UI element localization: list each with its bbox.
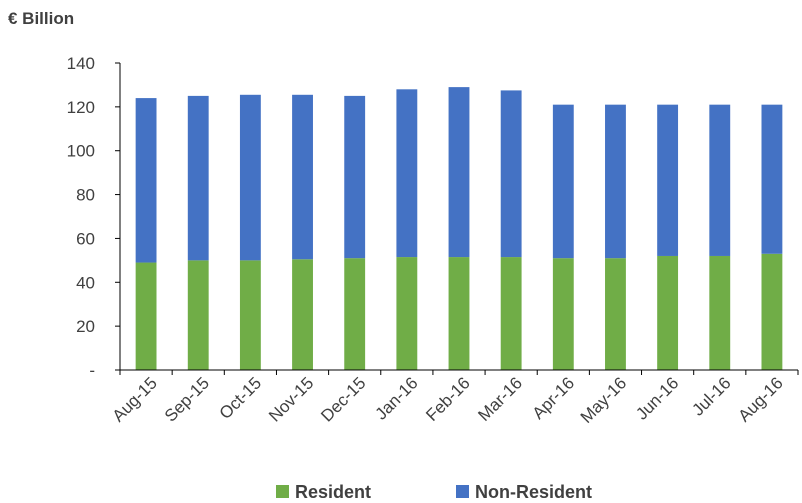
y-tick-label: 140: [67, 54, 95, 73]
bar-non-resident: [552, 104, 574, 259]
x-tick-label: Jul-16: [688, 373, 734, 419]
x-tick-label: Apr-16: [529, 373, 579, 423]
bar-non-resident: [292, 94, 313, 260]
legend: Resident Non-Resident: [276, 482, 592, 502]
x-tick-label: Mar-16: [474, 373, 526, 425]
bar-resident: [552, 258, 574, 370]
bar-non-resident: [761, 104, 783, 254]
y-tick-label: 80: [76, 186, 95, 205]
bar-resident: [500, 257, 522, 370]
bar-non-resident: [344, 95, 366, 259]
bar-resident: [396, 257, 418, 370]
bar-non-resident: [657, 104, 679, 256]
bar-resident: [605, 258, 626, 370]
x-tick-label: Feb-16: [422, 373, 474, 425]
bar-resident: [448, 257, 470, 370]
x-ticks: [119, 370, 799, 375]
x-tick-label: Nov-15: [265, 373, 317, 425]
bar-non-resident: [396, 89, 418, 258]
bar-non-resident: [187, 95, 209, 261]
legend-swatch-resident: [276, 485, 289, 498]
y-tick-label: 60: [76, 229, 95, 248]
x-tick-label: Aug-15: [109, 373, 161, 425]
bar-non-resident: [239, 94, 261, 261]
bar-non-resident: [500, 90, 522, 258]
y-tick-label: -: [89, 361, 95, 380]
bar-resident: [135, 262, 157, 370]
bar-resident: [344, 258, 366, 370]
bar-resident: [657, 255, 679, 370]
x-tick-label: Dec-15: [317, 373, 369, 425]
x-tick-label: Aug-16: [735, 373, 787, 425]
bar-resident: [292, 259, 313, 370]
y-tick-label: 20: [76, 317, 95, 336]
x-tick-label: Jan-16: [371, 373, 421, 423]
x-tick-label: Jun-16: [632, 373, 682, 423]
x-tick-label: Sep-15: [161, 373, 213, 425]
bars: [135, 87, 783, 370]
bar-non-resident: [605, 104, 626, 259]
y-tick-label: 40: [76, 273, 95, 292]
x-tick-label: May-16: [577, 373, 631, 427]
y-tick-label: 100: [67, 142, 95, 161]
bar-resident: [761, 253, 783, 370]
y-axis-label: € Billion: [8, 9, 74, 28]
y-tick-label: 120: [67, 98, 95, 117]
bar-non-resident: [135, 98, 157, 263]
bar-resident: [187, 260, 209, 370]
bar-resident: [709, 255, 731, 370]
x-tick-label: Oct-15: [216, 373, 266, 423]
x-tick-labels: Aug-15 Sep-15 Oct-15 Nov-15 Dec-15 Jan-16 Feb-…: [109, 373, 787, 427]
legend-label-resident: Resident: [295, 482, 371, 502]
y-tick-labels: - 20 40 60 80 100 120 140: [67, 54, 95, 380]
bar-non-resident: [709, 104, 731, 256]
legend-label-non-resident: Non-Resident: [475, 482, 592, 502]
bar-non-resident: [448, 87, 470, 258]
legend-swatch-non-resident: [456, 485, 469, 498]
bar-resident: [239, 260, 261, 370]
y-ticks: [115, 62, 120, 371]
